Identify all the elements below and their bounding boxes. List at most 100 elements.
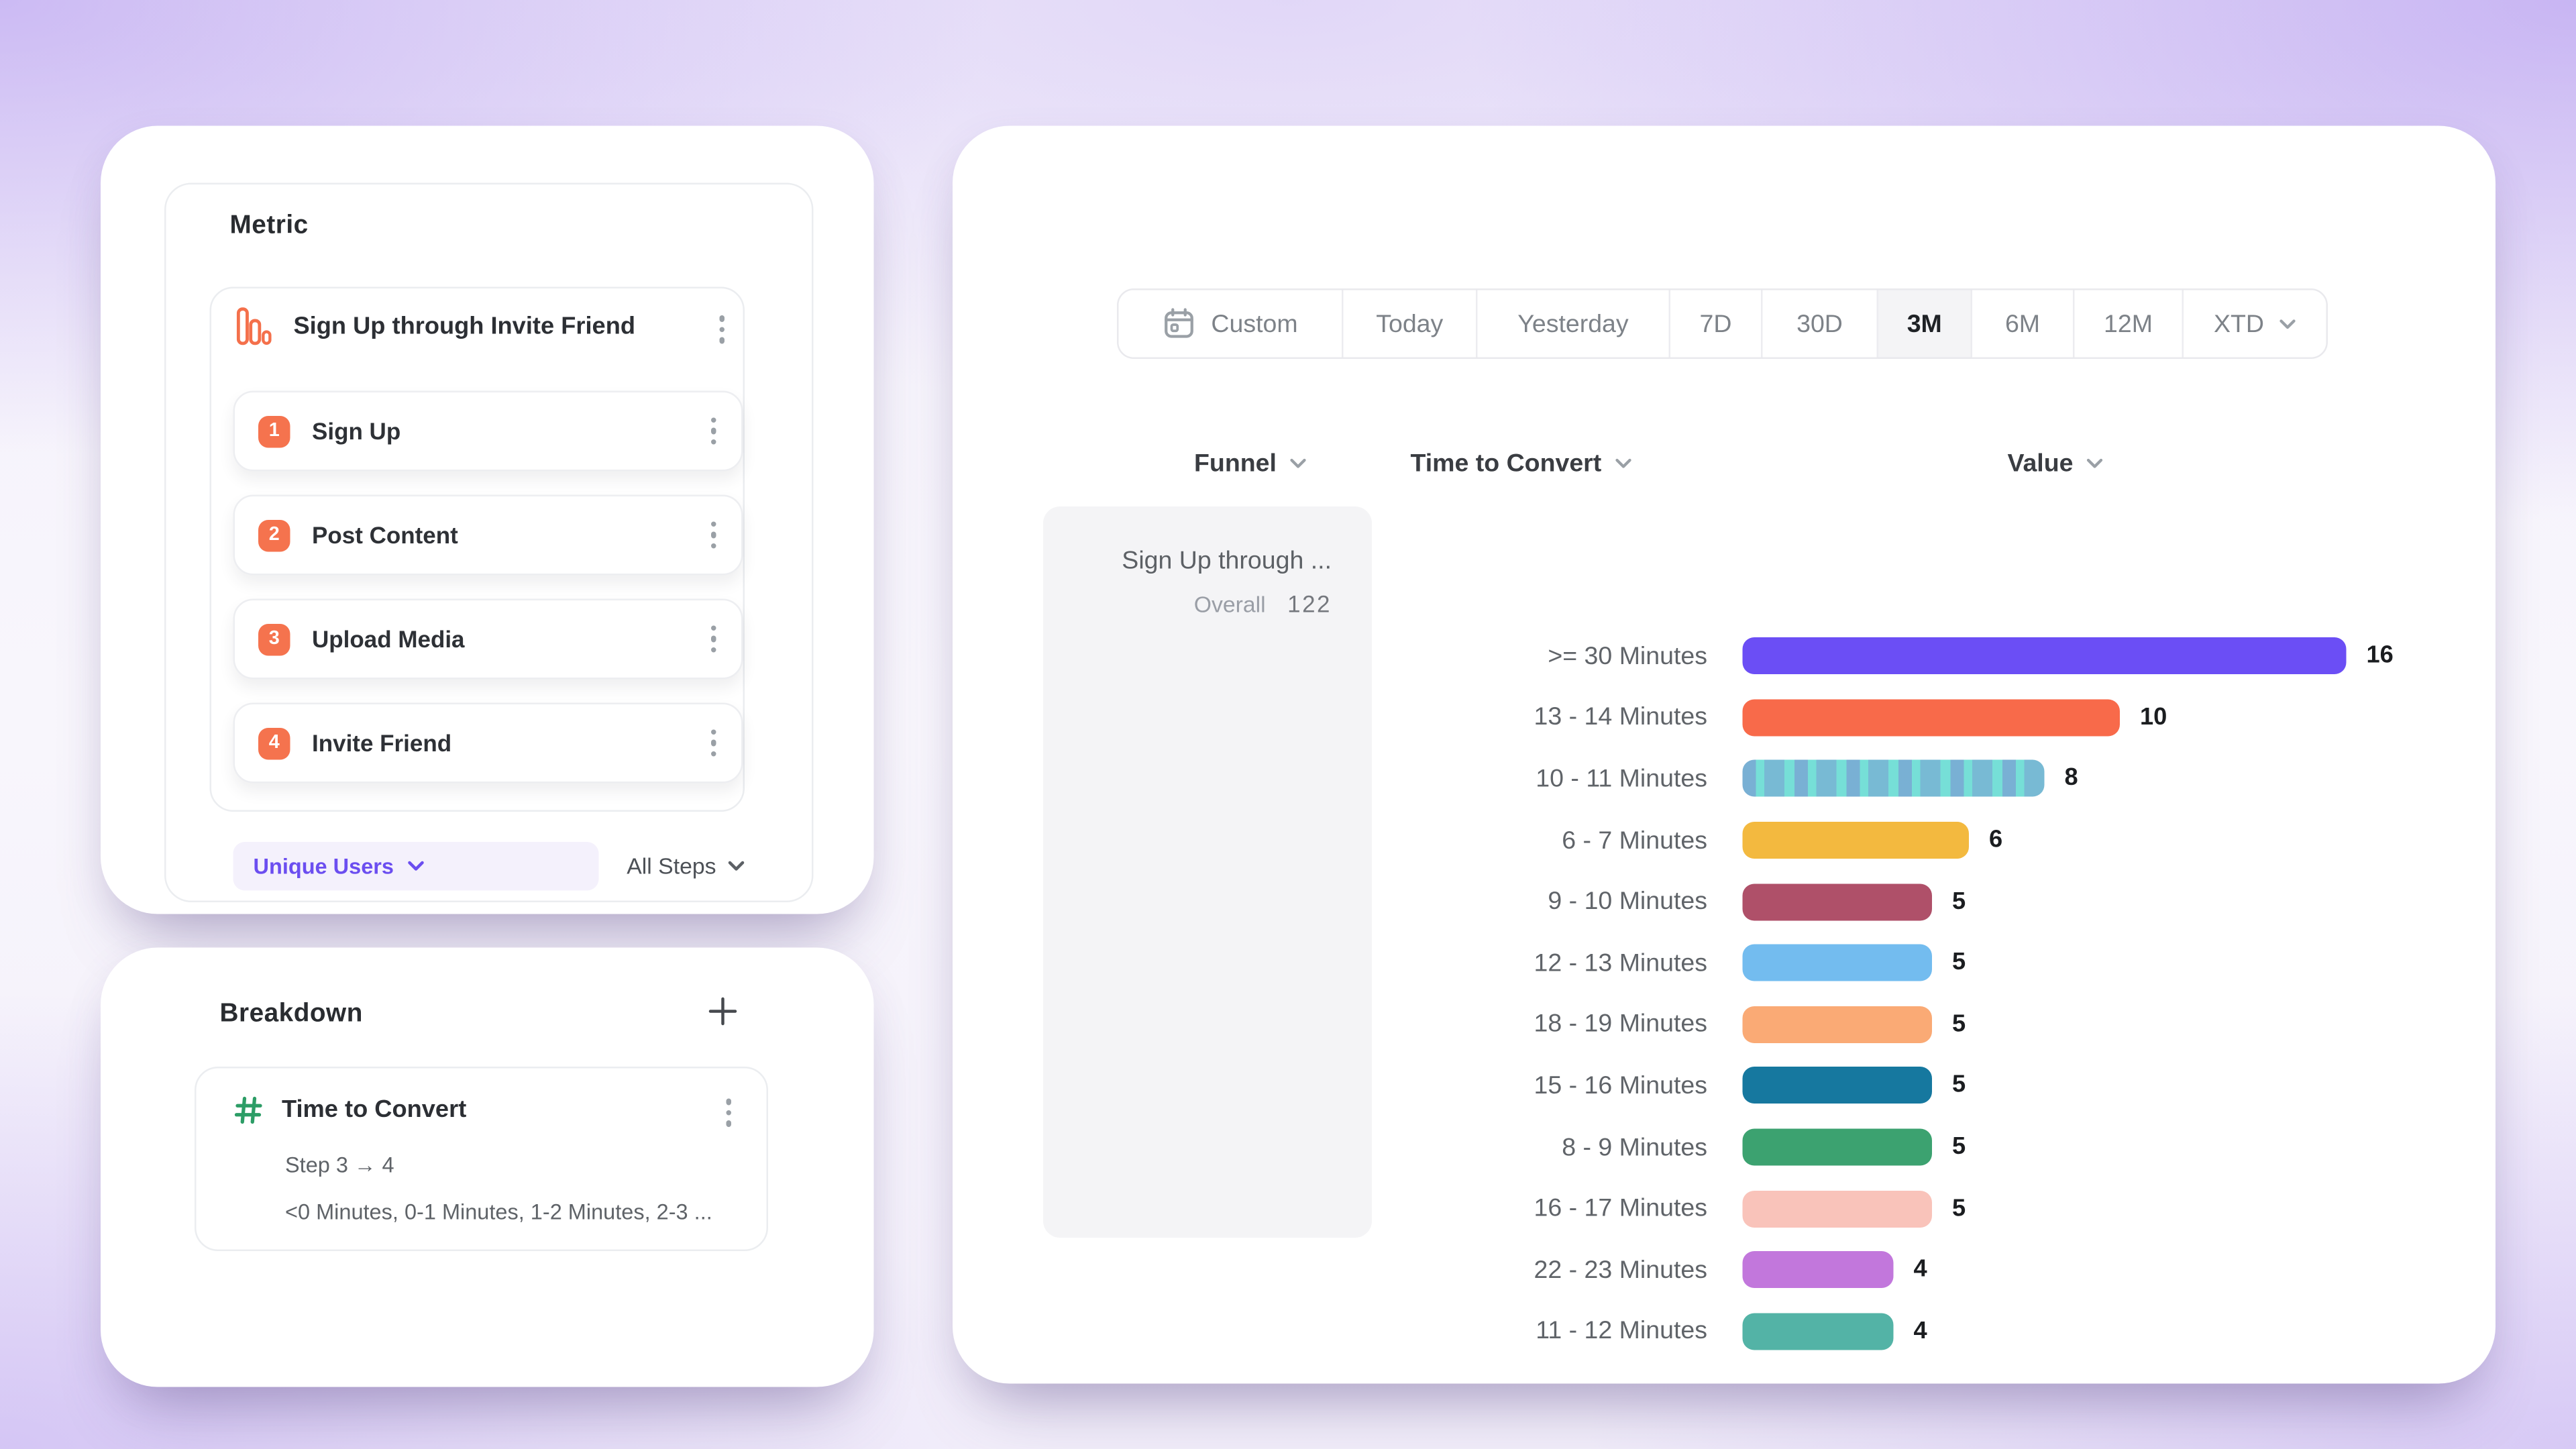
breakdown-menu-kebab-icon[interactable] <box>720 1093 737 1131</box>
bucket-label: 11 - 12 Minutes <box>1536 1317 1707 1346</box>
metric-section-card: Metric Sign Up through Invite Friend 1 S… <box>164 182 814 902</box>
date-range-12m[interactable]: 12M <box>2074 290 2184 358</box>
chart-row: 9 - 10 Minutes 5 <box>953 871 2496 932</box>
bar-value: 16 <box>2366 643 2394 670</box>
bar-value: 10 <box>2140 704 2167 731</box>
bucket-label: 16 - 17 Minutes <box>1534 1194 1707 1223</box>
chevron-down-icon <box>407 859 424 871</box>
bar-11[interactable] <box>1742 1313 1894 1350</box>
column-header-funnel[interactable]: Funnel <box>1194 449 1307 478</box>
funnel-name: Sign Up through Invite Friend <box>293 313 635 341</box>
bar-value: 5 <box>1952 888 1966 916</box>
date-range-custom[interactable]: Custom <box>1118 290 1344 358</box>
breakdown-panel: Breakdown Time to Convert Step 3 → 4 <0 … <box>101 947 874 1387</box>
chart-row: 22 - 23 Minutes 4 <box>953 1239 2496 1300</box>
funnel-step-1[interactable]: 1 Sign Up <box>233 390 743 472</box>
funnel-cell[interactable]: Sign Up through ... Overall 122 <box>1043 506 1372 1238</box>
step-menu-kebab-icon[interactable] <box>705 516 721 553</box>
funnel-step-3[interactable]: 3 Upload Media <box>233 598 743 680</box>
chart-row: 15 - 16 Minutes 5 <box>953 1055 2496 1116</box>
funnel-chart-icon <box>236 307 272 346</box>
chart-row: 8 - 9 Minutes 5 <box>953 1116 2496 1177</box>
chevron-down-icon <box>1615 458 1631 470</box>
date-range-label: 6M <box>2004 309 2041 338</box>
date-range-3m[interactable]: 3M <box>1878 290 1972 358</box>
counting-method-dropdown[interactable]: Unique Users <box>233 841 599 890</box>
chart-row: 10 - 11 Minutes 8 <box>953 748 2496 809</box>
date-range-label: XTD <box>2214 309 2264 338</box>
date-range-7d[interactable]: 7D <box>1670 290 1763 358</box>
funnel-step-4[interactable]: 4 Invite Friend <box>233 702 743 784</box>
funnel-metric-card: Sign Up through Invite Friend 1 Sign Up … <box>209 286 745 812</box>
chart-row: 12 - 13 Minutes 5 <box>953 932 2496 994</box>
date-range-yesterday[interactable]: Yesterday <box>1477 290 1670 358</box>
date-range-label: 7D <box>1699 309 1732 338</box>
calendar-icon <box>1163 307 1196 341</box>
column-header-time-to-convert[interactable]: Time to Convert <box>1411 449 1632 478</box>
step-label: Upload Media <box>312 625 465 653</box>
chevron-down-icon <box>728 859 745 871</box>
bar-5[interactable] <box>1742 945 1932 982</box>
funnel-menu-kebab-icon[interactable] <box>714 311 730 348</box>
column-header-label: Funnel <box>1194 449 1277 478</box>
bar-10[interactable] <box>1742 1251 1894 1289</box>
bar-0[interactable] <box>1742 637 2347 675</box>
bucket-label: 18 - 19 Minutes <box>1534 1010 1707 1039</box>
date-range-today[interactable]: Today <box>1343 290 1478 358</box>
bucket-label: 8 - 9 Minutes <box>1562 1132 1707 1162</box>
bar-value: 5 <box>1952 1195 1966 1222</box>
step-menu-kebab-icon[interactable] <box>705 724 721 761</box>
date-range-6m[interactable]: 6M <box>1972 290 2075 358</box>
bar-value: 4 <box>1913 1318 1927 1345</box>
report-panel: Custom Today Yesterday 7D 30D 3M 6M 12M … <box>953 125 2496 1384</box>
steps-filter-dropdown[interactable]: All Steps <box>627 853 745 878</box>
chart-row: 6 - 7 Minutes 6 <box>953 810 2496 871</box>
date-range-xtd[interactable]: XTD <box>2184 290 2326 358</box>
step-menu-kebab-icon[interactable] <box>705 412 721 449</box>
bar-1[interactable] <box>1742 699 2120 737</box>
bucket-label: 9 - 10 Minutes <box>1548 887 1707 916</box>
date-range-label: 3M <box>1907 309 1942 338</box>
step-number-badge: 4 <box>258 727 290 759</box>
metric-panel: Metric Sign Up through Invite Friend 1 S… <box>101 125 874 914</box>
chart-row: 18 - 19 Minutes 5 <box>953 994 2496 1055</box>
bar-6[interactable] <box>1742 1006 1932 1043</box>
bar-value: 5 <box>1952 1134 1966 1161</box>
chevron-down-icon <box>1290 458 1307 470</box>
overall-value: 122 <box>1287 590 1332 617</box>
column-header-value[interactable]: Value <box>2008 449 2104 478</box>
bar-value: 5 <box>1952 1072 1966 1099</box>
date-range-control: Custom Today Yesterday 7D 30D 3M 6M 12M … <box>1117 288 2328 359</box>
add-breakdown-button[interactable] <box>706 995 740 1028</box>
time-to-convert-bar-chart: >= 30 Minutes 16 13 - 14 Minutes 10 10 -… <box>953 626 2496 1362</box>
date-range-label: 12M <box>2104 309 2153 338</box>
funnel-step-2[interactable]: 2 Post Content <box>233 494 743 576</box>
date-range-30d[interactable]: 30D <box>1762 290 1878 358</box>
step-menu-kebab-icon[interactable] <box>705 620 721 657</box>
bar-3[interactable] <box>1742 822 1969 859</box>
bar-7[interactable] <box>1742 1067 1932 1105</box>
bar-value: 8 <box>2064 765 2078 793</box>
bucket-label: 13 - 14 Minutes <box>1534 703 1707 732</box>
date-range-label: 30D <box>1796 309 1843 338</box>
bar-value: 6 <box>1989 826 2003 854</box>
bar-2[interactable] <box>1742 760 2045 798</box>
bar-8[interactable] <box>1742 1128 1932 1166</box>
chart-row: 13 - 14 Minutes 10 <box>953 687 2496 748</box>
chevron-down-icon <box>2087 458 2104 470</box>
bar-4[interactable] <box>1742 883 1932 920</box>
bucket-label: 12 - 13 Minutes <box>1534 949 1707 977</box>
counting-method-label: Unique Users <box>253 853 394 878</box>
date-range-label: Today <box>1376 309 1444 338</box>
bar-9[interactable] <box>1742 1190 1932 1228</box>
breakdown-item-card[interactable]: Time to Convert Step 3 → 4 <0 Minutes, 0… <box>195 1067 768 1251</box>
step-number-badge: 2 <box>258 519 290 551</box>
chart-row: 16 - 17 Minutes 5 <box>953 1178 2496 1239</box>
step-label: Post Content <box>312 521 458 549</box>
metric-footer-row: Unique Users All Steps <box>233 841 745 891</box>
date-range-label: Yesterday <box>1517 309 1629 338</box>
column-header-label: Value <box>2007 449 2074 478</box>
breakdown-section-title: Breakdown <box>219 1000 363 1028</box>
breakdown-step-range: Step 3 → 4 <box>285 1152 394 1178</box>
